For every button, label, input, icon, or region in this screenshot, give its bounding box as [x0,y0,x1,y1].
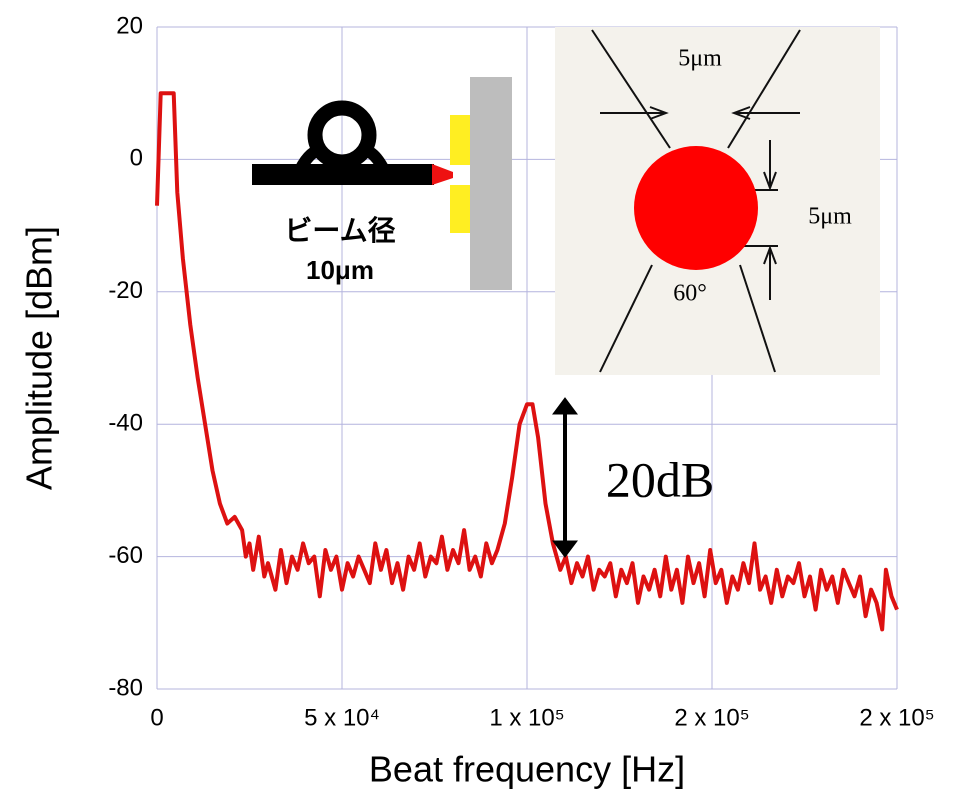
y-tick-label: -80 [108,674,143,701]
y-tick-label: -60 [108,542,143,569]
fiber-tip [432,164,453,185]
beam-spot [634,146,758,270]
inset-label: 10μm [306,255,374,285]
y-tick-label: -20 [108,277,143,304]
inset-label: 60° [673,281,707,307]
y-axis-label: Amplitude [dBm] [19,226,60,490]
annotation: 20dB [606,451,714,507]
fiber-loop [307,100,377,170]
geometry-inset: 5μm 5μm 60° [555,27,880,375]
inset-label: 5μm [678,46,722,72]
electrode [450,115,470,165]
x-tick-label: 2 x 10⁵ [859,704,934,731]
fiber-inset: ビーム径 10μm [252,77,512,290]
plot-area: 20 0 -20 -40 -60 -80 0 5 x 10⁴ 1 x 10⁵ 2 x 10⁵ 2 x… [108,12,934,731]
x-tick-label: 1 x 10⁵ [489,704,564,731]
fiber [252,164,434,185]
electrode [450,185,470,233]
y-tick-label: -40 [108,410,143,437]
x-tick-label: 2 x 10⁵ [674,704,749,731]
x-axis-label: Beat frequency [Hz] [369,749,685,790]
x-tick-label: 5 x 10⁴ [304,704,380,731]
inset-label: ビーム径 [284,214,395,247]
data-line [155,91,899,632]
y-tick-label: 0 [130,145,143,172]
y-tick-label: 20 [116,12,143,39]
range-arrow [552,397,578,558]
x-tick-label: 0 [150,704,163,731]
inset-label: 5μm [808,204,852,230]
substrate [470,77,512,290]
